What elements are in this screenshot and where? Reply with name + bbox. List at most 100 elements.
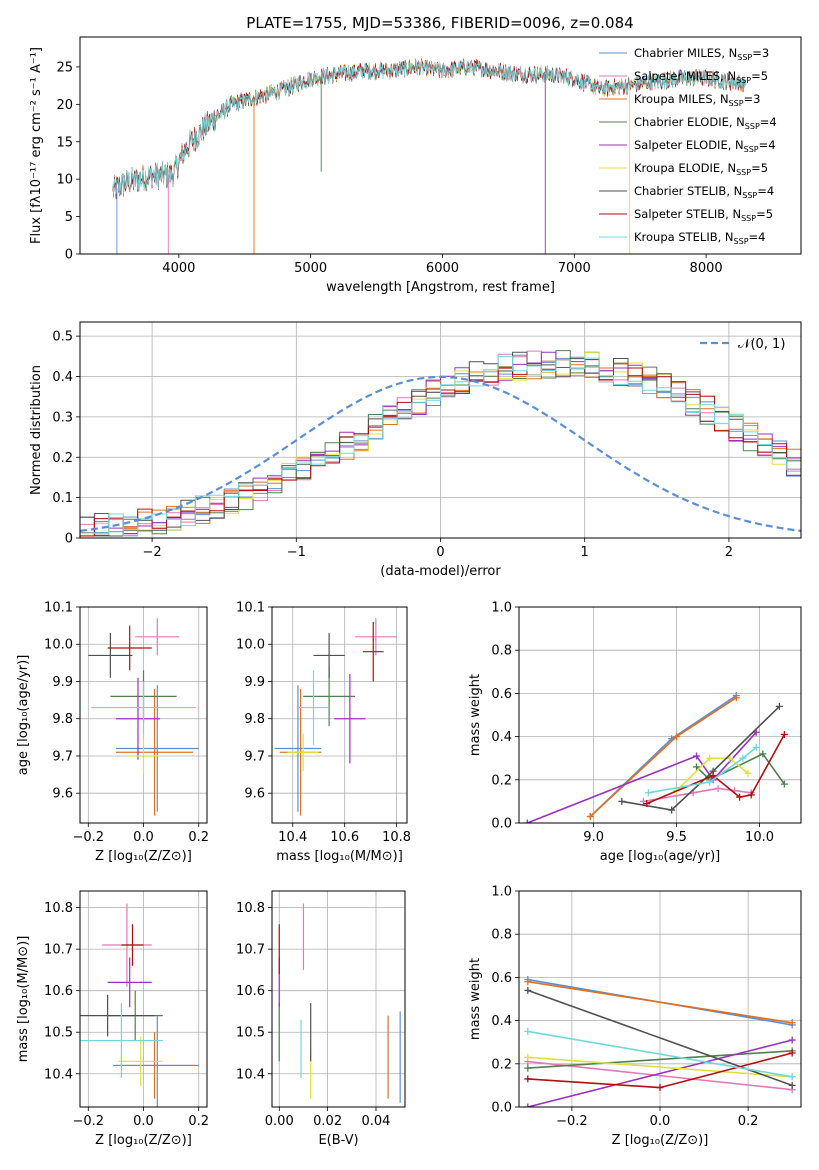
y-tick-label: 0.4 [491,1014,512,1029]
weight-marker [618,797,626,805]
legend-label: Salpeter ELODIE, NSSP=4 [634,138,776,154]
y-tick-label: 9.9 [244,675,265,690]
weight-marker [524,1075,532,1083]
weight-marker [788,1019,796,1027]
weight-marker [524,1064,532,1072]
y-tick-label: 0.2 [52,451,73,466]
axes-frame [518,606,802,824]
weight-marker [643,800,651,808]
panel-residuals: −2 −1 0 1 2 0 0.1 0.2 0.3 0.4 0.5 (data-model)/erro… [29,321,802,579]
y-tick-label: 0 [65,532,73,547]
weight-marker [780,730,788,738]
y-tick-label: 0.1 [52,491,73,506]
spectrum-line [112,58,746,197]
x-tick-label: 10.4 [278,830,307,845]
x-tick-label: 0.2 [738,1114,759,1129]
x-tick-label: 0.2 [188,1114,209,1129]
x-tick-label: 0.02 [313,1114,342,1129]
y-tick-label: 0.3 [52,410,73,425]
weight-marker [780,780,788,788]
y-axis-label: Flux [fλ10⁻¹⁷ erg cm⁻² s⁻¹ A⁻¹] [29,47,44,244]
weight-marker [788,1036,796,1044]
y-tick-label: 9.7 [52,749,73,764]
legend-label: Salpeter STELIB, NSSP=5 [634,207,773,223]
weight-line [527,1060,793,1091]
legend-label: Chabrier STELIB, NSSP=4 [634,184,774,200]
y-tick-label: 5 [65,210,73,225]
weight-marker [524,1027,532,1035]
weight-line [527,1056,793,1078]
x-tick-label: 0 [436,545,444,560]
weight-marker [744,769,752,777]
y-tick-label: 0.0 [491,1101,512,1116]
y-tick-label: 0 [65,248,73,263]
legend-label: Salpeter MILES, NSSP=5 [634,69,768,85]
y-tick-label: 10.6 [44,984,73,999]
y-tick-label: 10.5 [236,1026,265,1041]
y-tick-label: 9.9 [52,675,73,690]
weight-marker [524,1053,532,1061]
panel-weight-vs-Z: −0.2 0.0 0.2 0.0 0.2 0.4 0.6 0.8 1.0 Z [log₁₀(Z/Z… [468,885,802,1148]
weight-marker [759,750,767,758]
x-tick-label: −0.2 [72,1114,104,1129]
weight-marker [732,694,740,702]
weight-line [695,752,786,785]
x-tick-label: 0.0 [133,830,154,845]
panel-spectrum: 4000 5000 6000 7000 8000 0 5 10 15 20 25 wavelength… [29,36,802,295]
y-tick-label: 1.0 [491,601,512,616]
weight-marker [706,778,714,786]
y-axis-label: mass [log₁₀(M/M⊙)] [16,936,31,1063]
weight-line [527,1039,793,1107]
y-tick-label: 10.0 [236,638,265,653]
histogram-series [80,351,801,534]
weight-line [676,757,749,792]
y-tick-label: 9.8 [244,712,265,727]
y-tick-label: 9.6 [52,787,73,802]
x-tick-label: 10.6 [330,830,359,845]
y-axis-label: mass weight [468,674,483,756]
x-tick-label: 10.0 [745,830,774,845]
y-tick-label: 0.8 [491,644,512,659]
x-tick-label: 9.0 [583,830,604,845]
x-axis-label: Z [log₁₀(Z/Z⊙)] [95,1133,192,1148]
y-tick-label: 10.1 [236,601,265,616]
y-tick-label: 10.8 [44,901,73,916]
y-tick-label: 10.0 [44,638,73,653]
y-tick-label: 10.4 [236,1067,265,1082]
weight-line [648,746,757,794]
y-tick-label: 0.4 [52,370,73,385]
weight-marker [775,702,783,710]
weight-line [527,980,793,1024]
gaussian-curve [80,375,801,532]
panel-age-vs-Z: −0.2 0.0 0.2 9.6 9.7 9.8 9.9 10.0 10.1 Z [log₁₀(Z… [16,601,209,865]
y-tick-label: 1.0 [491,885,512,900]
y-tick-label: 0.2 [491,773,512,788]
legend-label: 𝒩(0, 1) [738,337,785,352]
axes-frame [79,606,208,824]
panel-age-vs-mass: 10.4 10.6 10.8 9.6 9.7 9.8 9.9 10.0 10.1 mass [lo… [236,601,411,865]
weight-marker [524,1103,532,1107]
weight-marker [714,784,722,792]
weight-line [527,1050,793,1069]
weight-marker [586,813,594,821]
weight-marker [523,819,531,823]
x-tick-label: 0.0 [650,1114,671,1129]
weight-line [527,1030,793,1078]
y-axis-label: mass weight [468,958,483,1040]
weight-marker [673,733,681,741]
weight-marker [692,752,700,760]
weight-marker [747,791,755,799]
x-tick-label: −0.2 [556,1114,588,1129]
x-tick-label: 2 [725,545,733,560]
y-tick-label: 0.6 [491,971,512,986]
weight-line [527,731,757,823]
histogram-series [80,356,801,537]
y-tick-label: 25 [56,60,73,75]
legend-label: Chabrier MILES, NSSP=3 [634,46,769,62]
x-tick-label: −2 [143,545,162,560]
x-tick-label: 0.0 [133,1114,154,1129]
weight-marker [692,763,700,771]
y-tick-label: 10.5 [44,1026,73,1041]
y-tick-label: 0.5 [52,330,73,345]
y-tick-label: 0.4 [491,730,512,745]
